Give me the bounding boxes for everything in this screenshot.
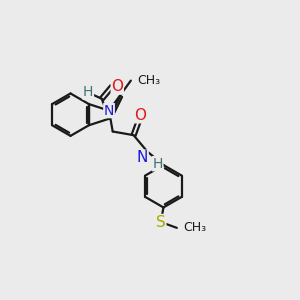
Text: N: N — [104, 103, 114, 118]
Text: CH₃: CH₃ — [183, 221, 206, 234]
Text: S: S — [156, 214, 166, 230]
Text: H: H — [83, 85, 93, 99]
Text: N: N — [137, 150, 148, 165]
Text: H: H — [152, 157, 163, 171]
Text: O: O — [111, 79, 123, 94]
Text: CH₃: CH₃ — [137, 74, 160, 87]
Text: O: O — [134, 108, 146, 123]
